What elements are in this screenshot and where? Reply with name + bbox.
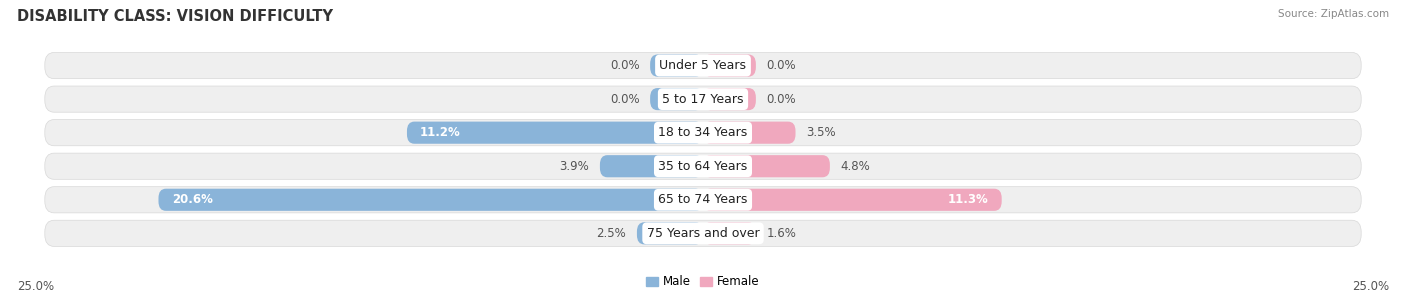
Text: 0.0%: 0.0% <box>766 59 796 72</box>
Text: 0.0%: 0.0% <box>610 59 640 72</box>
Text: 25.0%: 25.0% <box>17 280 53 293</box>
Text: 0.0%: 0.0% <box>766 93 796 106</box>
FancyBboxPatch shape <box>45 220 1361 246</box>
Text: 75 Years and over: 75 Years and over <box>647 227 759 240</box>
FancyBboxPatch shape <box>406 122 703 144</box>
Legend: Male, Female: Male, Female <box>647 275 759 289</box>
Text: Under 5 Years: Under 5 Years <box>659 59 747 72</box>
Text: 1.6%: 1.6% <box>766 227 796 240</box>
Text: 25.0%: 25.0% <box>1353 280 1389 293</box>
Text: 4.8%: 4.8% <box>841 160 870 173</box>
FancyBboxPatch shape <box>703 88 756 110</box>
Text: 11.3%: 11.3% <box>948 193 988 206</box>
FancyBboxPatch shape <box>650 88 703 110</box>
FancyBboxPatch shape <box>703 155 830 177</box>
FancyBboxPatch shape <box>703 122 796 144</box>
Text: 35 to 64 Years: 35 to 64 Years <box>658 160 748 173</box>
FancyBboxPatch shape <box>45 120 1361 146</box>
FancyBboxPatch shape <box>637 222 703 244</box>
FancyBboxPatch shape <box>45 52 1361 79</box>
Text: 18 to 34 Years: 18 to 34 Years <box>658 126 748 139</box>
Text: 0.0%: 0.0% <box>610 93 640 106</box>
FancyBboxPatch shape <box>45 187 1361 213</box>
Text: Source: ZipAtlas.com: Source: ZipAtlas.com <box>1278 9 1389 19</box>
Text: 20.6%: 20.6% <box>172 193 212 206</box>
FancyBboxPatch shape <box>703 189 1001 211</box>
Text: 65 to 74 Years: 65 to 74 Years <box>658 193 748 206</box>
FancyBboxPatch shape <box>600 155 703 177</box>
FancyBboxPatch shape <box>159 189 703 211</box>
Text: 3.9%: 3.9% <box>560 160 589 173</box>
FancyBboxPatch shape <box>703 222 756 244</box>
Text: 3.5%: 3.5% <box>806 126 835 139</box>
FancyBboxPatch shape <box>45 153 1361 179</box>
Text: DISABILITY CLASS: VISION DIFFICULTY: DISABILITY CLASS: VISION DIFFICULTY <box>17 9 333 24</box>
Text: 11.2%: 11.2% <box>420 126 461 139</box>
FancyBboxPatch shape <box>703 55 756 77</box>
FancyBboxPatch shape <box>45 86 1361 112</box>
FancyBboxPatch shape <box>650 55 703 77</box>
Text: 2.5%: 2.5% <box>596 227 626 240</box>
Text: 5 to 17 Years: 5 to 17 Years <box>662 93 744 106</box>
